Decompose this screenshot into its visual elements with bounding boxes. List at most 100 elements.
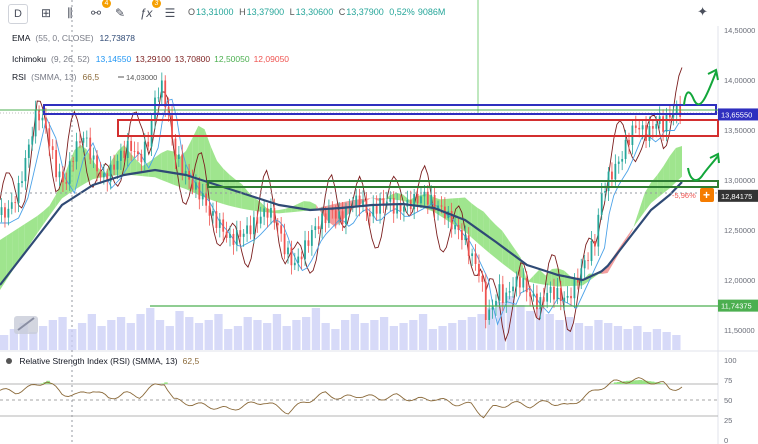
price-tick-label: 13,00000 bbox=[724, 176, 755, 185]
cloud-segment bbox=[365, 197, 372, 202]
sparkle-icon[interactable]: ✦ bbox=[697, 4, 708, 19]
candle-body bbox=[597, 214, 600, 247]
candle-style-icon[interactable]: ⫼ bbox=[67, 6, 73, 20]
volume-bar bbox=[350, 314, 360, 350]
price-tag-bg bbox=[718, 189, 758, 202]
cloud-segment bbox=[241, 184, 248, 210]
price-tag-label: 13,65550 bbox=[721, 110, 752, 119]
candle-body bbox=[587, 260, 589, 262]
candle-body bbox=[157, 97, 160, 99]
candle-body bbox=[89, 137, 92, 160]
candle-body bbox=[252, 217, 255, 235]
volume-bar bbox=[175, 311, 184, 350]
candle-body bbox=[413, 193, 416, 210]
cloud-segment bbox=[539, 269, 546, 285]
cloud-segment bbox=[235, 179, 242, 209]
indicators-icon[interactable]: ⚯ 4 bbox=[86, 0, 111, 23]
volume-bar bbox=[97, 326, 106, 350]
add-alert-button[interactable] bbox=[700, 188, 714, 202]
drawing-icon[interactable]: ✎ bbox=[114, 6, 126, 20]
candle-body bbox=[154, 97, 156, 121]
rsi-overbought-fill bbox=[660, 383, 664, 384]
candle-body bbox=[549, 286, 552, 293]
plus-icon: + bbox=[703, 188, 710, 202]
indicators-badge: 4 bbox=[102, 0, 111, 8]
candle-body bbox=[164, 80, 167, 108]
candle-body bbox=[229, 233, 231, 238]
candle-body bbox=[225, 231, 228, 238]
legend-ema[interactable]: EMA (55, 0, CLOSE) 12,73878 bbox=[12, 33, 135, 43]
volume-bar bbox=[58, 317, 67, 350]
rsi-overbought-fill bbox=[651, 381, 655, 384]
rsi-overbought-fill bbox=[161, 383, 165, 384]
volume-bar bbox=[146, 308, 155, 350]
candle-body bbox=[396, 203, 399, 214]
legend-rsi[interactable]: RSI (SMMA, 13) 66,5 bbox=[12, 72, 100, 82]
candle-body bbox=[263, 208, 266, 217]
volume-bar bbox=[535, 308, 545, 350]
candle-body bbox=[488, 309, 491, 320]
candle-body bbox=[150, 120, 153, 147]
price-tick-label: 11,50000 bbox=[724, 326, 755, 335]
price-tags: 13,65550 12,84175 11,74375 bbox=[718, 108, 758, 312]
cloud-segment bbox=[285, 206, 292, 213]
candle-body bbox=[27, 144, 30, 158]
volume-bar bbox=[243, 317, 252, 350]
fx-icon[interactable]: ƒx 3 bbox=[136, 0, 161, 23]
candle-body bbox=[283, 233, 286, 255]
rsi-panel-title[interactable]: Relative Strength Index (RSI) (SMMA, 13)… bbox=[6, 356, 203, 366]
price-tag-bg bbox=[718, 108, 758, 121]
candle-body bbox=[160, 80, 163, 98]
compare-icon[interactable]: ⊞ bbox=[40, 6, 52, 20]
cloud-segment bbox=[638, 192, 645, 220]
candle-body bbox=[392, 197, 395, 214]
candle-body bbox=[389, 197, 392, 202]
cloud-segment bbox=[477, 207, 484, 249]
rsi-pane: 100 75 50 25 0 bbox=[0, 356, 737, 444]
volume-bar bbox=[526, 311, 535, 350]
cloud-segment bbox=[93, 160, 100, 180]
candle-body bbox=[423, 191, 426, 197]
volume-bar bbox=[194, 323, 204, 350]
candle-body bbox=[372, 204, 375, 217]
arrowhead-1 bbox=[707, 68, 719, 81]
legend-ichimoku[interactable]: Ichimoku (9, 26, 52) 13,14550 13,29100 13,70… bbox=[12, 54, 290, 64]
candle-body bbox=[498, 284, 501, 301]
candle-body bbox=[140, 154, 143, 163]
candle-body bbox=[62, 171, 64, 183]
candle-body bbox=[457, 224, 460, 230]
candle-body bbox=[648, 126, 651, 141]
volume-bar bbox=[428, 329, 437, 350]
volume-bar bbox=[399, 323, 408, 350]
candle-body bbox=[290, 247, 293, 266]
candle-body bbox=[44, 117, 47, 129]
volume-bar bbox=[77, 323, 87, 350]
candle-body bbox=[307, 240, 310, 246]
volume-bar bbox=[633, 326, 642, 350]
volume-bar bbox=[87, 314, 96, 350]
candle-body bbox=[495, 300, 497, 307]
volume-bar bbox=[545, 314, 554, 350]
volume-bar bbox=[233, 326, 243, 350]
settings-sliders-icon[interactable]: ☰ bbox=[164, 6, 176, 20]
candle-body bbox=[621, 159, 624, 162]
candle-body bbox=[293, 262, 296, 266]
candle-body bbox=[539, 297, 542, 310]
candle-body bbox=[440, 205, 443, 207]
candle-body bbox=[600, 192, 603, 215]
candle-body bbox=[338, 211, 341, 219]
volume-bar bbox=[662, 332, 671, 350]
interval-button[interactable]: D bbox=[8, 4, 28, 24]
candle-body bbox=[570, 295, 572, 299]
volume-bar bbox=[302, 317, 311, 350]
cloud-segment bbox=[217, 160, 224, 204]
rsi-overbought-fill bbox=[638, 380, 642, 384]
candle-body bbox=[645, 125, 647, 141]
volume-bar bbox=[48, 320, 57, 350]
volume-bar bbox=[253, 320, 262, 350]
cloud-segment bbox=[657, 166, 664, 199]
candle-body bbox=[379, 198, 381, 214]
candle-body bbox=[525, 278, 528, 293]
cloud-segment bbox=[533, 269, 540, 284]
